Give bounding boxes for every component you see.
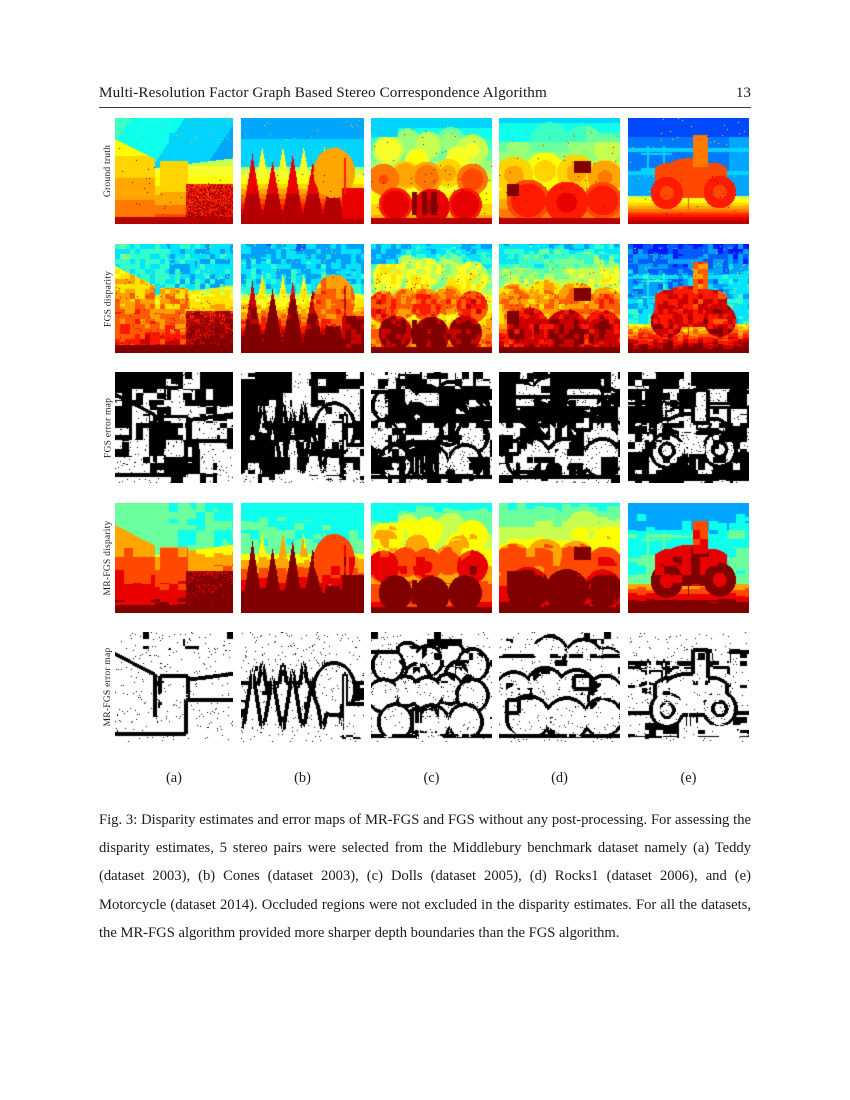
disparity-map-image [241, 118, 364, 224]
figure-panel-d-row5 [499, 632, 620, 742]
running-header: Multi-Resolution Factor Graph Based Ster… [99, 84, 751, 102]
row-label-mr-fgs-error-map: MR-FGS error map [102, 647, 113, 727]
error-map-image [371, 372, 492, 483]
row-label-fgs-error-map: FGS error map [102, 397, 113, 458]
disparity-map-image [628, 118, 749, 224]
figure-panel-a-row4 [115, 503, 233, 613]
error-map-image [371, 632, 492, 742]
figure-panel-d-row3 [499, 372, 620, 483]
figure-panel-b-row4 [241, 503, 364, 613]
disparity-map-image [499, 244, 620, 353]
error-map-image [628, 372, 749, 483]
caption-label: Fig. 3: [99, 812, 138, 828]
figure-panel-c-row3 [371, 372, 492, 483]
disparity-map-image [371, 244, 492, 353]
figure-panel-d-row2 [499, 244, 620, 353]
row-label-ground-truth: Ground truth [102, 144, 113, 198]
figure-caption: Fig. 3: Disparity estimates and error ma… [99, 806, 751, 947]
disparity-map-image [499, 118, 620, 224]
header-title: Multi-Resolution Factor Graph Based Ster… [99, 84, 547, 101]
error-map-image [499, 372, 620, 483]
figure-panel-c-row4 [371, 503, 492, 613]
figure-panel-d-row1 [499, 118, 620, 224]
figure-3: Ground truth FGS disparity FGS error map MR… [102, 118, 749, 786]
figure-panel-a-row1 [115, 118, 233, 224]
figure-panel-a-row2 [115, 244, 233, 353]
figure-panel-a-row3 [115, 372, 233, 483]
column-label-c: (c) [423, 770, 440, 786]
figure-panel-b-row3 [241, 372, 364, 483]
figure-panel-e-row5 [628, 632, 749, 742]
disparity-map-image [241, 244, 364, 353]
figure-panel-b-row2 [241, 244, 364, 353]
disparity-map-image [628, 244, 749, 353]
disparity-map-image [115, 118, 233, 224]
figure-panel-c-row2 [371, 244, 492, 353]
error-map-image [115, 372, 233, 483]
disparity-map-image [371, 118, 492, 224]
row-label-mr-fgs-disparity: MR-FGS disparity [102, 520, 113, 596]
figure-panel-a-row5 [115, 632, 233, 742]
disparity-map-image [628, 503, 749, 613]
column-label-b: (b) [294, 770, 311, 786]
disparity-map-image [115, 503, 233, 613]
figure-panel-c-row1 [371, 118, 492, 224]
figure-panel-e-row3 [628, 372, 749, 483]
caption-text: Disparity estimates and error maps of MR… [99, 812, 751, 941]
column-label-e: (e) [680, 770, 697, 786]
disparity-map-image [241, 503, 364, 613]
disparity-map-image [371, 503, 492, 613]
disparity-map-image [115, 244, 233, 353]
figure-panel-c-row5 [371, 632, 492, 742]
figure-panel-e-row1 [628, 118, 749, 224]
error-map-image [241, 372, 364, 483]
figure-panel-b-row5 [241, 632, 364, 742]
header-rule [99, 107, 751, 108]
figure-panel-b-row1 [241, 118, 364, 224]
column-label-d: (d) [551, 770, 568, 786]
figure-panel-e-row2 [628, 244, 749, 353]
row-label-fgs-disparity: FGS disparity [102, 270, 113, 327]
error-map-image [628, 632, 749, 742]
column-label-a: (a) [166, 770, 182, 786]
error-map-image [499, 632, 620, 742]
error-map-image [115, 632, 233, 742]
error-map-image [241, 632, 364, 742]
figure-panel-d-row4 [499, 503, 620, 613]
figure-panel-e-row4 [628, 503, 749, 613]
page-number: 13 [735, 84, 751, 101]
disparity-map-image [499, 503, 620, 613]
